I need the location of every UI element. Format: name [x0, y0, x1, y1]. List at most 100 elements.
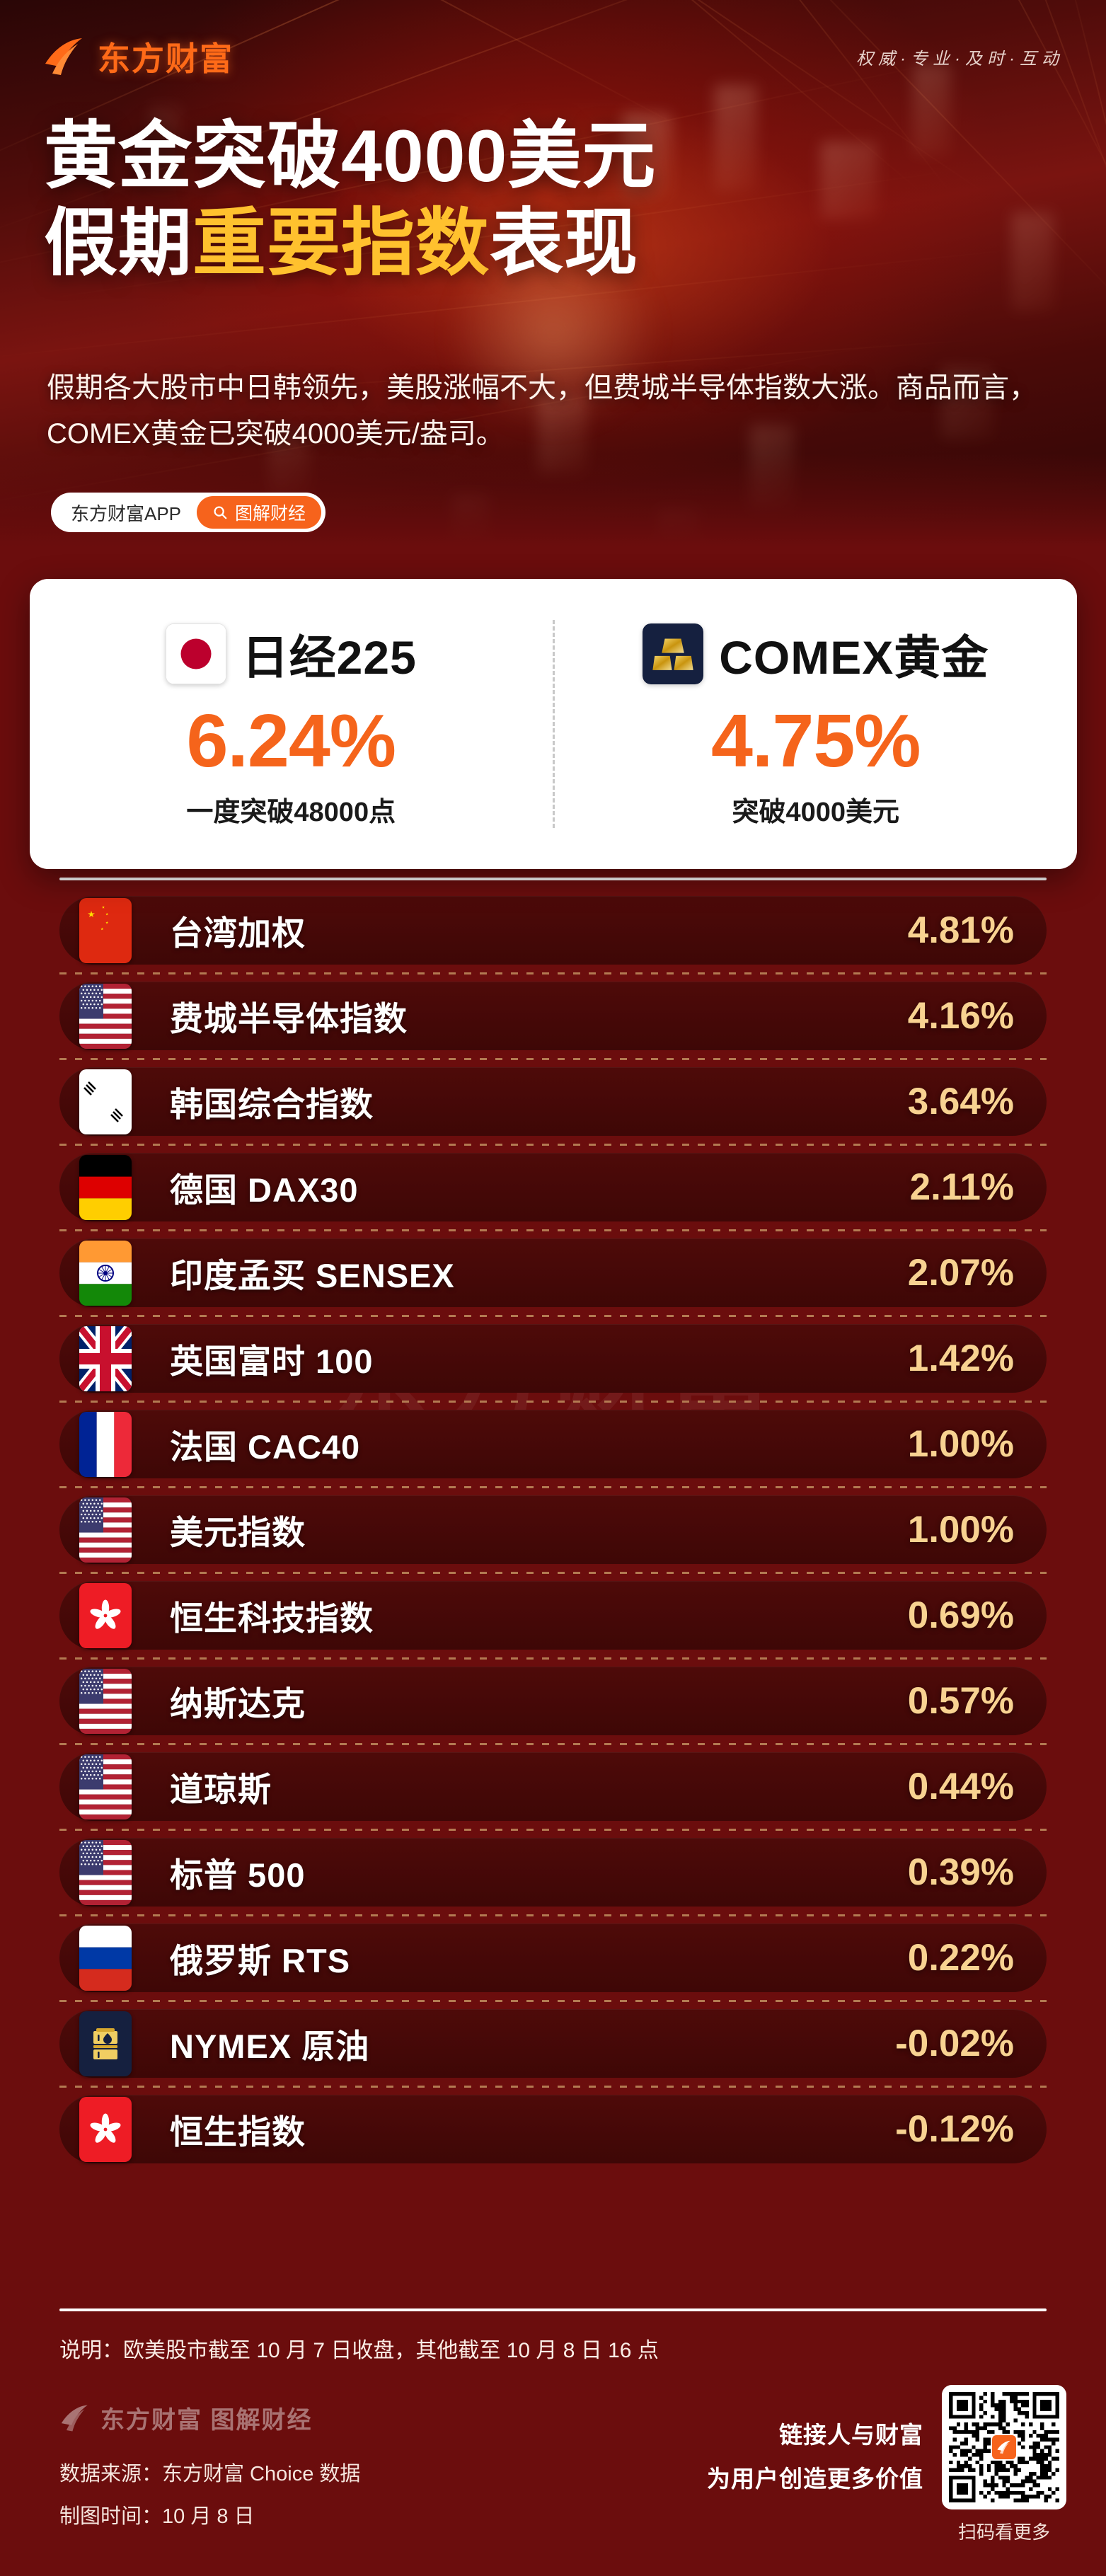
qr-slogan: 链接人与财富 为用户创造更多价值	[707, 2385, 923, 2494]
eastmoney-logo-icon	[61, 2405, 88, 2431]
app-badge-cta-button[interactable]: 图解财经	[197, 496, 322, 529]
row-percent-value: 3.64%	[907, 1081, 1014, 1122]
row-separator	[59, 1393, 1047, 1410]
table-row[interactable]: 德国 DAX30 2.11%	[59, 1153, 1047, 1221]
row-percent-value: 4.81%	[907, 909, 1014, 951]
card-divider	[552, 620, 555, 828]
app-badge[interactable]: 东方财富APP 图解财经	[51, 493, 326, 532]
table-row[interactable]: 法国 CAC40 1.00%	[59, 1410, 1047, 1478]
headline-line-2: 假期重要指数表现	[44, 200, 656, 287]
flag-hk-icon	[79, 1582, 132, 1648]
brand-slogan: 权威·专业·及时·互动	[856, 49, 1064, 69]
table-row[interactable]: 印度孟买 SENSEX 2.07%	[59, 1238, 1047, 1307]
table-row[interactable]: 韩国综合指数 3.64%	[59, 1067, 1047, 1136]
row-index-name: 台湾加权	[170, 914, 306, 952]
row-index-name: NYMEX 原油	[170, 2028, 370, 2065]
table-row[interactable]: 俄罗斯 RTS 0.22%	[59, 1924, 1047, 1992]
footer-brand: 东方财富 图解财经	[59, 2400, 312, 2435]
row-index-name: 恒生指数	[170, 2113, 306, 2151]
flag-us-icon	[79, 1497, 132, 1563]
row-index-name: 韩国综合指数	[170, 1086, 374, 1123]
table-row[interactable]: 恒生科技指数 0.69%	[59, 1581, 1047, 1650]
footer-note: 说明：欧美股市截至 10 月 7 日收盘，其他截至 10 月 8 日 16 点	[59, 2339, 659, 2362]
row-separator	[59, 1564, 1047, 1581]
table-row[interactable]: 标普 500 0.39%	[59, 1838, 1047, 1907]
table-row[interactable]: NYMEX 原油 -0.02%	[59, 2009, 1047, 2078]
flag-us-icon	[79, 1668, 132, 1734]
flag-us-icon	[79, 983, 132, 1049]
highlight-item-comex-gold: COMEX黄金 4.75% 突破4000美元	[555, 579, 1078, 869]
row-separator	[59, 1221, 1047, 1238]
highlight-title-row: COMEX黄金	[643, 620, 989, 688]
row-separator	[59, 1050, 1047, 1067]
brand-row: 东方财富 权威·专业·及时·互动	[0, 28, 1106, 85]
headline-prefix: 假期	[44, 202, 193, 284]
table-row[interactable]: 道琼斯 0.44%	[59, 1752, 1047, 1821]
row-percent-value: 4.16%	[907, 995, 1014, 1037]
qr-center-logo-icon	[992, 2435, 1016, 2459]
index-list: 台湾加权 4.81% 费城半导体指数 4.16% 韩国综合指数 3.64% 德国 DAX…	[59, 896, 1047, 2163]
row-separator	[59, 1650, 1047, 1667]
row-separator	[59, 2078, 1047, 2095]
flag-oil-icon	[79, 2011, 132, 2076]
highlight-item-nikkei: 日经225 6.24% 一度突破48000点	[30, 579, 553, 869]
row-percent-value: 0.57%	[907, 1680, 1014, 1722]
eastmoney-logo-icon	[45, 38, 82, 75]
subtitle-text: 假期各大股市中日韩领先，美股涨幅不大，但费城半导体指数大涨。商品而言，COMEX…	[47, 372, 1037, 449]
flag-japan-icon	[165, 623, 226, 684]
qr-code[interactable]	[942, 2385, 1066, 2509]
flag-gb-icon	[79, 1326, 132, 1391]
row-percent-value: 1.00%	[907, 1423, 1014, 1465]
highlight-name: COMEX黄金	[719, 631, 989, 684]
highlight-card: 日经225 6.24% 一度突破48000点 C	[30, 579, 1077, 869]
row-separator	[59, 1136, 1047, 1153]
footer-top-rule	[59, 2308, 1047, 2311]
qr-slogan-line-1: 链接人与财富	[779, 2422, 923, 2448]
row-percent-value: 0.22%	[907, 1937, 1014, 1979]
headline-highlight: 重要指数	[192, 202, 490, 284]
row-index-name: 法国 CAC40	[170, 1428, 361, 1466]
row-percent-value: -0.12%	[895, 2108, 1014, 2150]
headline-suffix: 表现	[490, 202, 639, 284]
flag-kr-icon	[79, 1069, 132, 1134]
table-row[interactable]: 台湾加权 4.81%	[59, 896, 1047, 965]
flag-us-icon	[79, 1839, 132, 1905]
row-index-name: 英国富时 100	[170, 1342, 374, 1380]
flag-de-icon	[79, 1154, 132, 1220]
gold-bars-icon	[643, 623, 704, 684]
table-row[interactable]: 纳斯达克 0.57%	[59, 1667, 1047, 1735]
row-index-name: 道琼斯	[170, 1771, 272, 1808]
flag-cn-icon	[79, 897, 132, 963]
row-separator	[59, 965, 1047, 982]
highlight-note: 突破4000美元	[732, 797, 900, 827]
table-row[interactable]: 恒生指数 -0.12%	[59, 2095, 1047, 2163]
flag-in-icon	[79, 1240, 132, 1306]
hero-vanishing-glow	[447, 234, 659, 432]
brand-name: 东方财富	[98, 40, 234, 77]
row-index-name: 恒生科技指数	[170, 1599, 374, 1637]
table-row[interactable]: 费城半导体指数 4.16%	[59, 982, 1047, 1050]
table-row[interactable]: 美元指数 1.00%	[59, 1495, 1047, 1564]
row-separator	[59, 1478, 1047, 1495]
highlight-percent: 4.75%	[710, 698, 921, 783]
row-index-name: 费城半导体指数	[170, 1000, 408, 1037]
qr-caption: 扫码看更多	[957, 2522, 1050, 2543]
row-percent-value: 0.39%	[907, 1851, 1014, 1893]
flag-hk-icon	[79, 2096, 132, 2162]
qr-column: 扫码看更多	[942, 2385, 1066, 2544]
page-title: 黄金突破4000美元 假期重要指数表现	[44, 113, 656, 287]
row-percent-value: 0.69%	[907, 1594, 1014, 1636]
footer-source: 数据来源：东方财富 Choice 数据	[59, 2463, 361, 2485]
highlight-note: 一度突破48000点	[186, 797, 396, 827]
qr-block: 链接人与财富 为用户创造更多价值 扫码看更多	[707, 2385, 1066, 2544]
row-separator	[59, 1307, 1047, 1324]
row-index-name: 俄罗斯 RTS	[170, 1942, 351, 1979]
flag-us-icon	[79, 1754, 132, 1819]
table-row[interactable]: 英国富时 100 1.42%	[59, 1324, 1047, 1393]
headline-line-1: 黄金突破4000美元	[44, 115, 657, 197]
highlight-title-row: 日经225	[165, 620, 417, 688]
hero-banner	[0, 0, 1106, 559]
row-percent-value: -0.02%	[895, 2023, 1014, 2064]
row-index-name: 纳斯达克	[170, 1685, 306, 1723]
